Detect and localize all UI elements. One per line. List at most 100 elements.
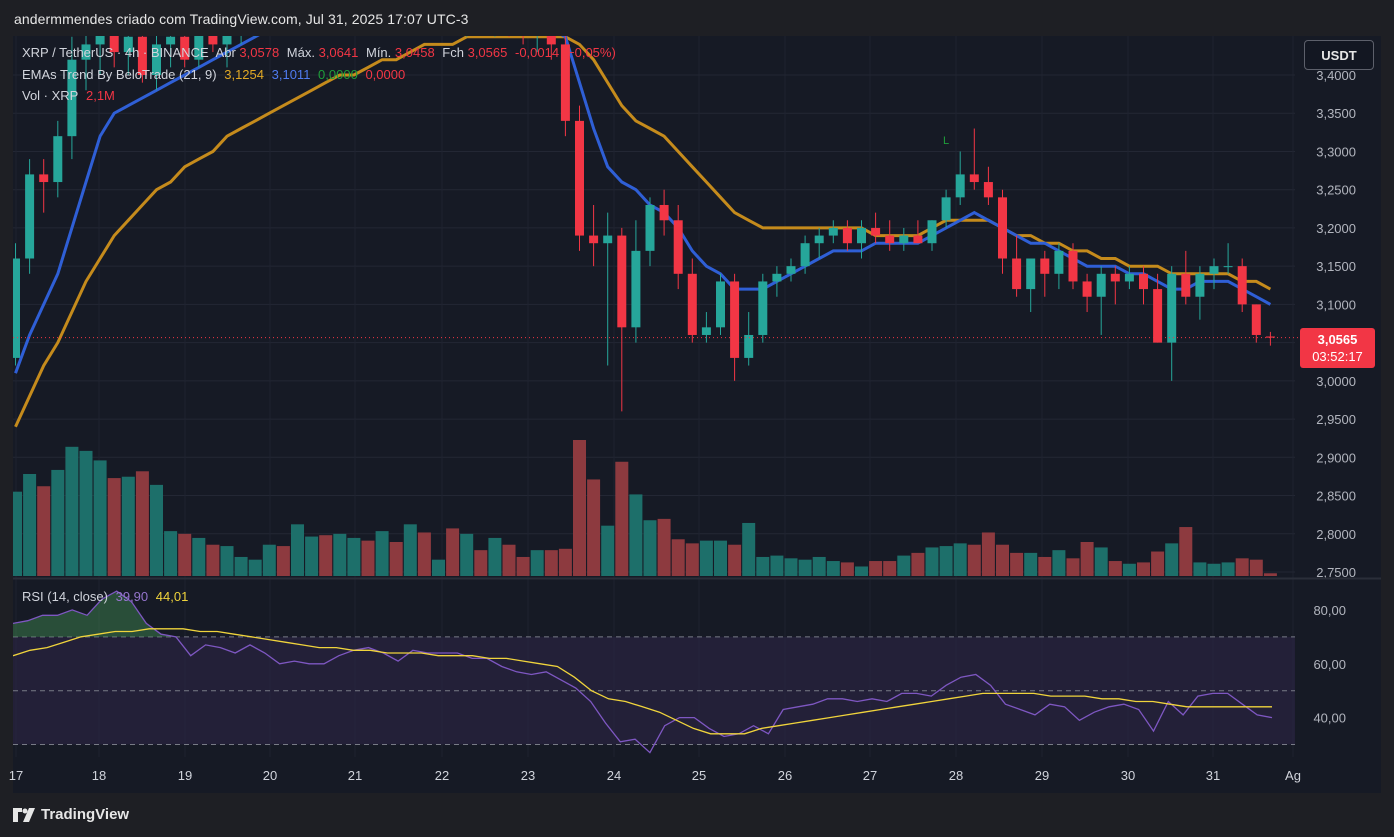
candle-body[interactable] bbox=[1139, 273, 1148, 290]
candle-body[interactable] bbox=[645, 204, 655, 251]
candle-body[interactable] bbox=[941, 197, 951, 221]
candle-body[interactable] bbox=[673, 220, 683, 274]
high-value: 3,0641 bbox=[318, 45, 359, 60]
volume-bar bbox=[375, 531, 389, 576]
candle-body[interactable] bbox=[251, 6, 260, 14]
ema-legend[interactable]: EMAs Trend By BeloTrade (21, 9) 3,1254 3… bbox=[22, 67, 409, 82]
candle-body[interactable] bbox=[546, 29, 556, 45]
candle-body[interactable] bbox=[180, 36, 190, 60]
candle-body[interactable] bbox=[95, 29, 105, 45]
candle-body[interactable] bbox=[786, 266, 796, 274]
candle-body[interactable] bbox=[955, 174, 965, 198]
candle-body[interactable] bbox=[1096, 273, 1106, 297]
candle-body[interactable] bbox=[533, 29, 542, 30]
candle-body[interactable] bbox=[67, 59, 77, 137]
ema21-line[interactable] bbox=[14, 36, 1272, 428]
candle-body[interactable] bbox=[39, 174, 49, 183]
candle-body[interactable] bbox=[462, 6, 471, 14]
candle-body[interactable] bbox=[772, 273, 782, 282]
candle-body[interactable] bbox=[166, 36, 176, 45]
candle-body[interactable] bbox=[406, 0, 415, 6]
candle-body[interactable] bbox=[505, 14, 514, 22]
candle-body[interactable] bbox=[716, 281, 725, 328]
candle-body[interactable] bbox=[194, 29, 204, 60]
candle-body[interactable] bbox=[265, 0, 274, 6]
candle-body[interactable] bbox=[603, 235, 613, 244]
candle-body[interactable] bbox=[927, 220, 937, 244]
candle-body[interactable] bbox=[814, 235, 824, 244]
candle-body[interactable] bbox=[137, 36, 147, 75]
candle-body[interactable] bbox=[1209, 266, 1219, 274]
candle-body[interactable] bbox=[53, 136, 63, 183]
candle-body[interactable] bbox=[1110, 273, 1120, 282]
candle-body[interactable] bbox=[420, 0, 429, 6]
candle-body[interactable] bbox=[998, 197, 1007, 259]
candle-body[interactable] bbox=[237, 14, 246, 22]
candle-body[interactable] bbox=[800, 243, 810, 267]
candle-body[interactable] bbox=[617, 235, 627, 328]
candle-body[interactable] bbox=[1223, 266, 1233, 268]
candle-body[interactable] bbox=[560, 44, 570, 121]
volume-bar bbox=[1137, 562, 1150, 576]
candle-body[interactable] bbox=[828, 227, 838, 236]
symbol-name[interactable]: XRP / TetherUS · 4h · BINANCE bbox=[22, 45, 209, 60]
candle-body[interactable] bbox=[11, 258, 20, 358]
candle-body[interactable] bbox=[490, 14, 499, 22]
candle-body[interactable] bbox=[279, 0, 288, 14]
candle-body[interactable] bbox=[293, 0, 302, 14]
candle-body[interactable] bbox=[1026, 258, 1036, 290]
candle-body[interactable] bbox=[321, 0, 330, 6]
candle-body[interactable] bbox=[913, 235, 923, 244]
candle-body[interactable] bbox=[1012, 258, 1022, 290]
candle-body[interactable] bbox=[109, 29, 119, 53]
rsi-line[interactable] bbox=[13, 590, 1273, 754]
candle-body[interactable] bbox=[842, 227, 852, 244]
rsi-legend[interactable]: RSI (14, close) 39,90 44,01 bbox=[22, 589, 192, 604]
candle-body[interactable] bbox=[1181, 273, 1191, 297]
candle-body[interactable] bbox=[871, 227, 881, 236]
candle-body[interactable] bbox=[1054, 250, 1064, 274]
candle-body[interactable] bbox=[392, 0, 401, 6]
rsi-ma-line[interactable] bbox=[13, 628, 1272, 735]
candle-body[interactable] bbox=[659, 204, 669, 221]
candle-body[interactable] bbox=[983, 182, 993, 198]
candle-body[interactable] bbox=[222, 21, 232, 45]
candle-body[interactable] bbox=[885, 235, 895, 244]
candle-body[interactable] bbox=[335, 0, 344, 6]
candle-body[interactable] bbox=[1068, 250, 1078, 282]
candle-body[interactable] bbox=[476, 6, 485, 21]
candle-body[interactable] bbox=[1237, 266, 1247, 305]
candle-body[interactable] bbox=[25, 174, 35, 259]
candle-body[interactable] bbox=[1265, 336, 1275, 338]
tradingview-logo[interactable]: TradingView bbox=[13, 806, 129, 823]
candle-body[interactable] bbox=[1082, 281, 1092, 297]
candle-body[interactable] bbox=[701, 327, 711, 335]
candle-body[interactable] bbox=[730, 281, 740, 358]
date-tick-label: 24 bbox=[607, 768, 621, 783]
candle-body[interactable] bbox=[1195, 273, 1205, 297]
candle-body[interactable] bbox=[575, 120, 584, 236]
candle-body[interactable] bbox=[687, 273, 697, 335]
candle-body[interactable] bbox=[1251, 304, 1261, 335]
candle-body[interactable] bbox=[1124, 273, 1134, 282]
candle-body[interactable] bbox=[857, 227, 866, 244]
candle-body[interactable] bbox=[152, 44, 161, 75]
candle-body[interactable] bbox=[519, 21, 528, 29]
candle-body[interactable] bbox=[123, 36, 133, 53]
volume-legend[interactable]: Vol · XRP 2,1M bbox=[22, 88, 119, 103]
candle-body[interactable] bbox=[1167, 273, 1177, 343]
candle-body[interactable] bbox=[744, 334, 754, 358]
candle-body[interactable] bbox=[1153, 289, 1163, 343]
candle-body[interactable] bbox=[448, 0, 457, 14]
candle-body[interactable] bbox=[81, 44, 91, 60]
candle-body[interactable] bbox=[434, 0, 443, 6]
candle-body[interactable] bbox=[899, 235, 909, 244]
currency-button[interactable]: USDT bbox=[1304, 40, 1374, 70]
candle-body[interactable] bbox=[1040, 258, 1050, 274]
candle-body[interactable] bbox=[208, 29, 218, 45]
candle-body[interactable] bbox=[969, 174, 979, 183]
candle-body[interactable] bbox=[631, 250, 641, 328]
candle-body[interactable] bbox=[589, 235, 599, 244]
candle-body[interactable] bbox=[758, 281, 768, 335]
